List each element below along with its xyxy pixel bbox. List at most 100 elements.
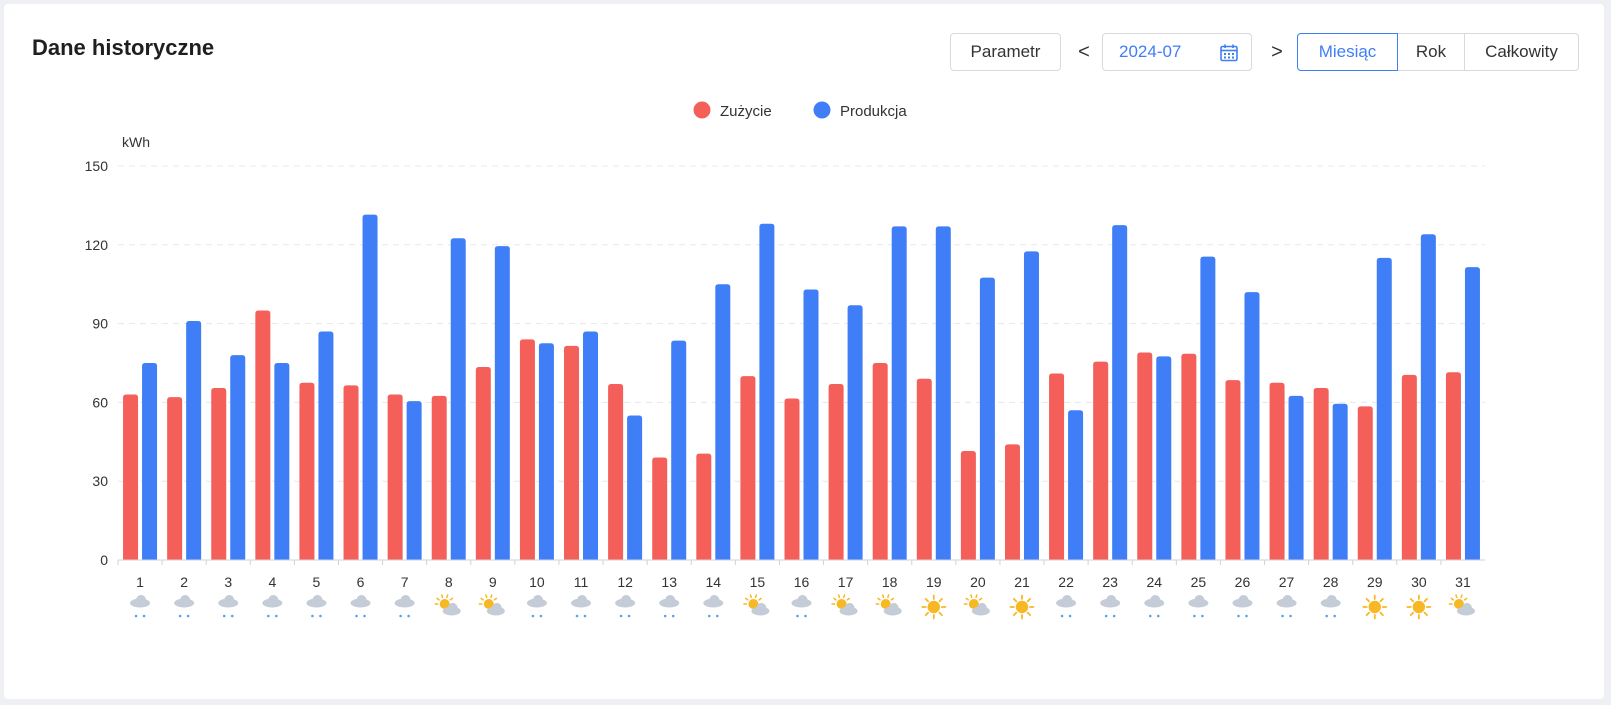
bar-consumption[interactable] xyxy=(1357,406,1373,560)
bar-consumption[interactable] xyxy=(916,378,932,560)
rain-icon xyxy=(615,595,636,618)
legend-marker-production[interactable] xyxy=(813,101,831,119)
rain-icon xyxy=(130,595,151,618)
rain-icon xyxy=(1320,595,1341,618)
bar-consumption[interactable] xyxy=(123,394,139,560)
y-tick-label: 90 xyxy=(92,316,108,332)
x-tick-label: 21 xyxy=(1014,574,1030,590)
bar-production[interactable] xyxy=(847,305,863,560)
bar-consumption[interactable] xyxy=(1445,372,1461,560)
prev-month-button[interactable]: < xyxy=(1078,40,1090,63)
bar-production[interactable] xyxy=(230,355,246,560)
y-tick-label: 0 xyxy=(100,552,108,568)
bar-consumption[interactable] xyxy=(1313,387,1329,560)
bar-consumption[interactable] xyxy=(255,310,271,560)
bar-consumption[interactable] xyxy=(784,398,800,560)
bar-consumption[interactable] xyxy=(211,387,227,560)
tab-month[interactable]: Miesiąc xyxy=(1297,33,1398,71)
bar-consumption[interactable] xyxy=(872,363,888,560)
bar-production[interactable] xyxy=(362,214,378,561)
bar-consumption[interactable] xyxy=(652,457,668,560)
partly-sunny-icon xyxy=(478,594,505,616)
bar-production[interactable] xyxy=(274,363,290,560)
bar-production[interactable] xyxy=(583,331,599,560)
bar-production[interactable] xyxy=(450,238,466,560)
legend-label-consumption[interactable]: Zużycie xyxy=(720,103,772,120)
bar-production[interactable] xyxy=(891,226,907,560)
partly-sunny-icon xyxy=(831,594,858,616)
bar-production[interactable] xyxy=(1420,234,1436,560)
bar-production[interactable] xyxy=(406,401,422,560)
bar-consumption[interactable] xyxy=(740,376,756,560)
bar-production[interactable] xyxy=(186,320,202,560)
bar-consumption[interactable] xyxy=(1093,361,1109,560)
bar-production[interactable] xyxy=(1023,251,1039,560)
bar-production[interactable] xyxy=(1332,403,1348,560)
bar-consumption[interactable] xyxy=(1225,380,1241,560)
sunny-icon xyxy=(1406,594,1432,620)
tab-total[interactable]: Całkowity xyxy=(1465,33,1579,71)
bar-consumption[interactable] xyxy=(431,395,447,560)
next-month-button[interactable]: > xyxy=(1271,40,1283,63)
bar-consumption[interactable] xyxy=(387,394,403,560)
bar-consumption[interactable] xyxy=(1269,382,1285,560)
date-picker[interactable] xyxy=(1102,33,1252,71)
calendar-icon[interactable] xyxy=(1219,43,1239,63)
bar-consumption[interactable] xyxy=(343,385,359,560)
bar-consumption[interactable] xyxy=(608,384,624,560)
bar-production[interactable] xyxy=(1156,356,1172,560)
x-tick-label: 10 xyxy=(529,574,545,590)
tab-year[interactable]: Rok xyxy=(1398,33,1465,71)
rain-icon xyxy=(1144,595,1165,618)
bar-production[interactable] xyxy=(1288,395,1304,560)
bar-production[interactable] xyxy=(979,277,995,560)
bar-production[interactable] xyxy=(803,289,819,560)
legend-marker-consumption[interactable] xyxy=(693,101,711,119)
x-axis: 1 2 3 4 5 6 7 8 9 10 11 12 13 14 15 16 17 18 19 20 21 22 23 24 2… xyxy=(117,559,1485,590)
parameter-button[interactable]: Parametr xyxy=(950,33,1061,71)
bar-production[interactable] xyxy=(1376,257,1392,560)
grid xyxy=(118,165,1485,482)
legend-label-production[interactable]: Produkcja xyxy=(840,103,907,120)
partly-sunny-icon xyxy=(875,594,902,616)
bar-consumption[interactable] xyxy=(475,366,491,560)
bar-consumption[interactable] xyxy=(299,382,315,560)
bar-production[interactable] xyxy=(142,363,158,560)
bar-consumption[interactable] xyxy=(1137,352,1153,560)
x-tick-label: 30 xyxy=(1411,574,1427,590)
bar-production[interactable] xyxy=(538,343,554,560)
bar-production[interactable] xyxy=(1464,267,1480,560)
bar-consumption[interactable] xyxy=(1049,373,1065,560)
bar-production[interactable] xyxy=(1068,410,1084,560)
rain-icon xyxy=(526,595,547,618)
bar-consumption[interactable] xyxy=(1181,353,1197,560)
bar-production[interactable] xyxy=(935,226,951,560)
bar-consumption[interactable] xyxy=(564,345,580,560)
bar-consumption[interactable] xyxy=(828,384,844,560)
bar-consumption[interactable] xyxy=(960,450,976,560)
bar-consumption[interactable] xyxy=(696,453,712,560)
rain-icon xyxy=(791,595,812,618)
bar-production[interactable] xyxy=(715,284,731,560)
bar-production[interactable] xyxy=(1244,292,1260,560)
bar-consumption[interactable] xyxy=(1401,374,1417,560)
bar-production[interactable] xyxy=(494,246,510,560)
bar-production[interactable] xyxy=(1112,225,1128,560)
bar-consumption[interactable] xyxy=(1004,444,1020,560)
rain-icon xyxy=(703,595,724,618)
y-axis: 0 30 60 90 120 150 xyxy=(85,158,109,568)
x-tick-label: 1 xyxy=(136,574,144,590)
bar-production[interactable] xyxy=(1200,256,1216,560)
x-tick-label: 17 xyxy=(838,574,854,590)
x-tick-label: 27 xyxy=(1279,574,1295,590)
bar-production[interactable] xyxy=(671,340,687,560)
bar-consumption[interactable] xyxy=(519,339,535,560)
bar-consumption[interactable] xyxy=(167,397,183,560)
sunny-icon xyxy=(1362,594,1388,620)
bar-production[interactable] xyxy=(759,223,775,560)
bar-production[interactable] xyxy=(318,331,334,560)
date-input[interactable] xyxy=(1117,41,1221,63)
bar-production[interactable] xyxy=(627,415,643,560)
y-tick-label: 120 xyxy=(85,237,109,253)
